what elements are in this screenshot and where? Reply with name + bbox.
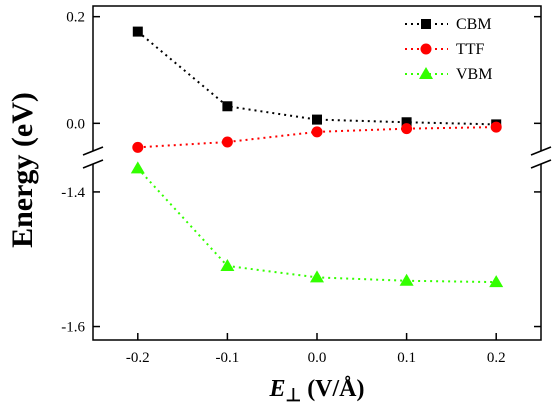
series-cbm [132, 26, 502, 130]
legend-label: TTF [456, 41, 485, 58]
axis-break-gap [87, 151, 99, 164]
axis-break-mark [82, 146, 104, 156]
x-tick-label: 0.1 [397, 350, 416, 366]
data-point [132, 26, 143, 37]
y-tick-label: 0.2 [66, 10, 85, 26]
x-axis-label: E⊥ (V/Å) [268, 376, 364, 405]
axes: -0.2 -0.1 0.0 0.1 0.2 0.0 0.2 -1.6 -1.4 [61, 10, 552, 366]
y-tick-label: 0.0 [66, 116, 85, 132]
series-line [137, 167, 497, 284]
y-tick-label: -1.6 [61, 320, 85, 336]
x-tick-label: -0.2 [126, 350, 150, 366]
data-point [489, 275, 504, 288]
axis-break-gap [535, 151, 547, 164]
data-point [312, 114, 322, 125]
data-point [311, 126, 323, 138]
data-point [130, 161, 145, 174]
x-axis-subscript: ⊥ [286, 385, 302, 405]
x-tick-label: 0.0 [308, 350, 327, 366]
legend: CBM TTF VBM [405, 16, 492, 83]
y-axis-label: Energy (eV) [6, 92, 39, 248]
data-point [222, 101, 233, 112]
data-point [220, 258, 235, 271]
y-tick-label: -1.4 [61, 185, 85, 201]
legend-item-ttf: TTF [405, 41, 485, 58]
axis-break-mark [82, 159, 104, 169]
x-tick-label: 0.2 [487, 350, 506, 366]
data-point [399, 273, 414, 286]
data-point [132, 141, 144, 153]
legend-label: CBM [456, 16, 492, 33]
data-point [221, 136, 233, 148]
series-ttf [132, 121, 502, 153]
x-axis-unit: (V/Å) [301, 376, 364, 402]
data-point [490, 121, 502, 133]
legend-marker [420, 43, 432, 55]
data-point [310, 270, 324, 283]
legend-item-cbm: CBM [405, 16, 492, 33]
x-tick-label: -0.1 [216, 350, 240, 366]
series-vbm [130, 161, 504, 288]
data-point [401, 117, 412, 128]
data-point [401, 123, 413, 135]
legend-marker [419, 67, 433, 79]
legend-marker [421, 19, 431, 29]
x-axis-symbol: E [268, 376, 285, 402]
legend-label: VBM [456, 66, 492, 83]
series-layer [130, 26, 504, 288]
series-line [137, 30, 497, 126]
axis-break-mark [530, 146, 552, 156]
legend-item-vbm: VBM [405, 66, 492, 83]
axis-break-mark [530, 159, 552, 169]
